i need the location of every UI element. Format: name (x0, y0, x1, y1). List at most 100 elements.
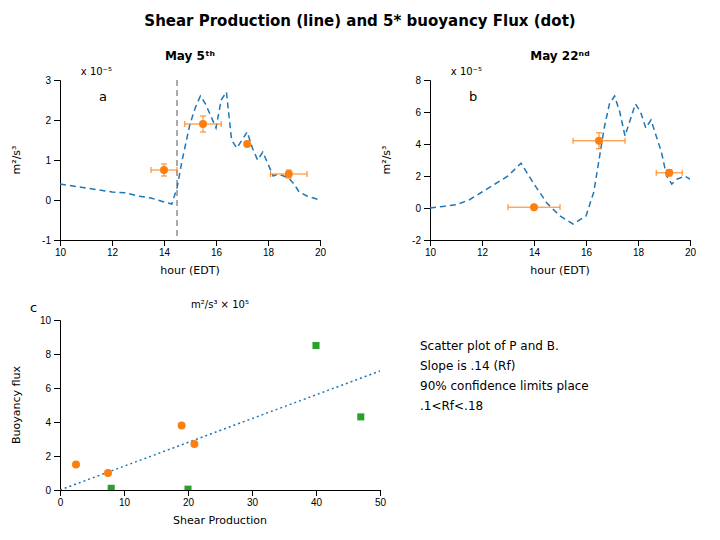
y-tick: 1 (45, 155, 60, 166)
panel-subtitle: May 22ⁿᵈ (530, 49, 590, 63)
y-tick-mark (424, 176, 430, 177)
x-error-bar (151, 167, 177, 173)
x-tick-mark (268, 240, 269, 246)
y-tick-label: 6 (415, 107, 421, 118)
annotation-line: 90% confidence limits place (420, 379, 589, 393)
x-tick: 30 (247, 490, 259, 508)
y-tick-mark (424, 80, 430, 81)
y-axis-title: Buoyancy flux (10, 366, 23, 444)
y-tick-mark (424, 112, 430, 113)
point-square (184, 486, 191, 490)
x-axis-title: Shear Production (173, 514, 267, 527)
y-tick: -2 (412, 235, 430, 246)
x-tick: 20 (315, 240, 327, 258)
units-label: m²/s³ × 10⁵ (191, 299, 249, 310)
y-tick-label: 0 (45, 485, 51, 496)
x-tick-mark (124, 490, 125, 496)
y-tick-label: 1 (45, 155, 51, 166)
y-tick-label: 10 (40, 315, 52, 326)
x-axis: 101214161820 (425, 240, 697, 258)
x-tick: 12 (477, 240, 489, 258)
x-tick-label: 0 (58, 497, 64, 508)
vertical-line (177, 80, 178, 240)
x-tick-label: 10 (55, 247, 67, 258)
point-circle (72, 461, 80, 469)
x-tick: 10 (425, 240, 437, 258)
axis-domain (54, 321, 61, 491)
error-cap (200, 116, 206, 117)
annotation-line: Scatter plot of P and B. (420, 339, 559, 353)
y-tick-mark (54, 388, 60, 389)
point-circle (665, 169, 673, 177)
x-tick-label: 14 (159, 247, 171, 258)
y-error-bar (596, 133, 602, 149)
panel-letter: b (469, 89, 477, 104)
plot-marks (60, 342, 380, 490)
y-tick-label: 0 (45, 195, 51, 206)
y-tick-label: 2 (415, 171, 421, 182)
y-tick-mark (54, 320, 60, 321)
error-cap (200, 132, 206, 133)
panel-letter: a (99, 89, 107, 104)
x-tick: 12 (107, 240, 119, 258)
y-axis-title: m²/s³ (380, 146, 393, 175)
y-tick-label: 8 (45, 349, 51, 360)
x-tick-label: 50 (375, 497, 387, 508)
error-cap (596, 132, 602, 133)
x-tick-mark (586, 240, 587, 246)
x-tick-mark (638, 240, 639, 246)
x-tick: 0 (58, 490, 64, 508)
y-tick-label: 3 (45, 75, 51, 86)
x-tick-mark (188, 490, 189, 496)
y-axis-title: m²/s³ (10, 146, 23, 175)
y-tick: 2 (45, 451, 60, 462)
y-tick-label: 2 (45, 115, 51, 126)
x-tick-label: 40 (311, 497, 323, 508)
x-axis: 101214161820 (55, 240, 327, 258)
x-tick-label: 16 (211, 247, 223, 258)
series-line (60, 92, 320, 204)
y-tick: 6 (415, 107, 430, 118)
y-tick-mark (54, 240, 60, 241)
y-tick-label: 6 (45, 383, 51, 394)
plot-marks (60, 80, 320, 240)
y-tick: 8 (45, 349, 60, 360)
point-circle (285, 170, 293, 178)
y-tick: 0 (45, 195, 60, 206)
x-axis-title: hour (EDT) (530, 264, 589, 277)
x-tick-mark (320, 240, 321, 246)
x-tick-label: 10 (119, 497, 131, 508)
y-tick-mark (424, 144, 430, 145)
axis-domain (424, 81, 431, 241)
y-tick: 3 (45, 75, 60, 86)
y-tick: 4 (415, 139, 430, 150)
axis-domain (54, 81, 61, 241)
y-tick-mark (54, 200, 60, 201)
scale-label: x 10⁻⁵ (81, 66, 112, 77)
error-cap (508, 204, 509, 210)
x-tick: 20 (685, 240, 697, 258)
x-tick: 10 (119, 490, 131, 508)
x-tick: 20 (183, 490, 195, 508)
axis-domain (431, 241, 691, 247)
x-tick-label: 12 (477, 247, 489, 258)
y-error-bar (286, 170, 292, 178)
chart-title: Shear Production (line) and 5* buoyancy … (144, 12, 575, 30)
error-cap (573, 138, 574, 144)
point-square (312, 342, 319, 349)
y-tick: 6 (45, 383, 60, 394)
x-tick-mark (164, 240, 165, 246)
x-error-bar (508, 204, 560, 210)
y-error-bar (161, 164, 167, 176)
x-tick-mark (380, 490, 381, 496)
point-circle (160, 166, 168, 174)
x-tick: 16 (211, 240, 223, 258)
y-tick-label: 4 (45, 417, 51, 428)
y-tick-label: 8 (415, 75, 421, 86)
x-tick: 50 (375, 490, 387, 508)
y-tick-mark (54, 354, 60, 355)
x-tick-label: 20 (685, 247, 697, 258)
point-circle (595, 137, 603, 145)
point-square (357, 413, 364, 420)
error-cap (596, 148, 602, 149)
